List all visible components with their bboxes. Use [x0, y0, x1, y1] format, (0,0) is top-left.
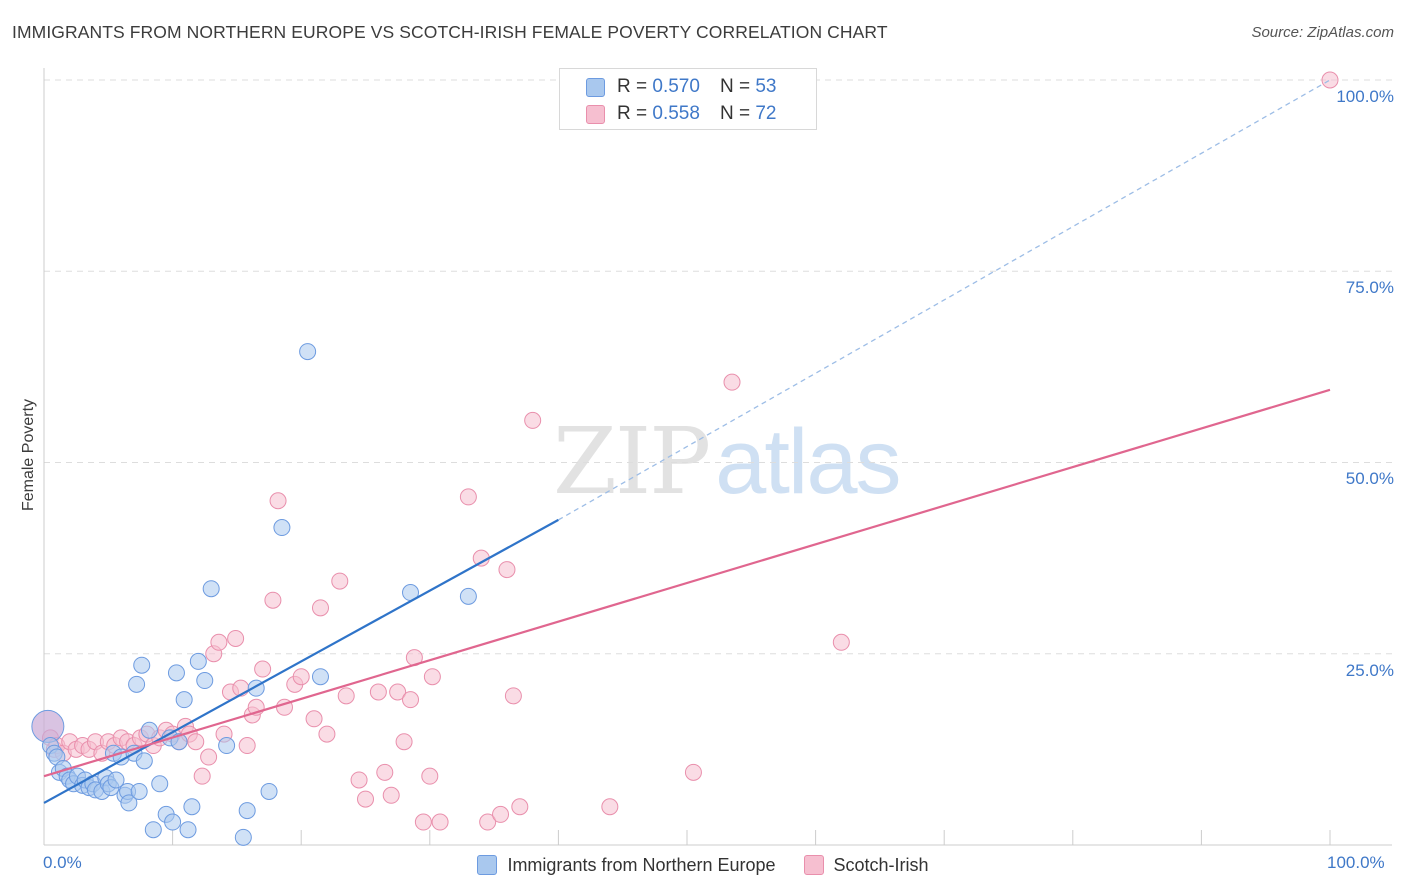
- legend-row-blue: R = 0.570 N = 53: [586, 74, 776, 100]
- y-tick-label-25: 25.0%: [1345, 661, 1394, 680]
- data-point-scotch-irish: [305, 710, 323, 728]
- legend-item-scotch-irish[interactable]: Scotch-Irish: [803, 854, 929, 876]
- data-point-scotch-irish: [492, 805, 510, 823]
- legend-n-label: N =: [719, 76, 751, 97]
- legend-r-label: R =: [617, 103, 648, 124]
- data-point-scotch-irish: [431, 813, 449, 831]
- data-point-northern-europe: [202, 580, 220, 598]
- legend-n-value: 53: [755, 76, 777, 97]
- data-point-scotch-irish: [254, 660, 272, 678]
- data-point-scotch-irish: [357, 790, 374, 808]
- data-point-northern-europe: [133, 656, 151, 674]
- trendline-northern-europe-extension: [558, 79, 1331, 521]
- trendline-northern-europe: [43, 518, 559, 804]
- source-credit: Source: ZipAtlas.com: [1251, 24, 1394, 41]
- data-point-northern-europe: [128, 675, 146, 693]
- data-point-scotch-irish: [498, 561, 516, 579]
- y-tick-label-75: 75.0%: [1345, 278, 1394, 297]
- data-point-scotch-irish: [350, 771, 368, 789]
- data-point-scotch-irish: [423, 668, 441, 686]
- data-point-northern-europe: [183, 798, 201, 816]
- data-point-scotch-irish: [504, 687, 522, 705]
- legend-n-value: 72: [755, 103, 777, 124]
- data-point-scotch-irish: [331, 572, 349, 590]
- legend-label-northern-europe: Immigrants from Northern Europe: [507, 854, 776, 875]
- data-point-northern-europe: [151, 775, 169, 793]
- data-point-scotch-irish: [210, 633, 228, 651]
- data-point-northern-europe: [196, 672, 214, 690]
- data-point-northern-europe: [179, 821, 197, 839]
- data-point-scotch-irish: [382, 786, 400, 804]
- data-point-northern-europe: [167, 664, 185, 682]
- data-point-northern-europe: [311, 668, 329, 686]
- legend-row-pink: R = 0.558 N = 72: [586, 101, 776, 127]
- data-point-scotch-irish: [269, 492, 287, 510]
- data-point-scotch-irish: [832, 633, 850, 651]
- data-point-scotch-irish: [395, 733, 413, 751]
- y-tick-label-50: 50.0%: [1345, 469, 1394, 488]
- data-point-northern-europe: [299, 343, 317, 361]
- data-point-northern-europe: [135, 752, 153, 770]
- y-tick-label-100: 100.0%: [1336, 87, 1394, 106]
- series-legend: Immigrants from Northern Europe Scotch-I…: [0, 852, 1406, 878]
- data-point-scotch-irish: [193, 767, 211, 785]
- x-tick-label-0: 0.0%: [43, 853, 82, 872]
- data-point-scotch-irish: [238, 737, 256, 755]
- chart-title: IMMIGRANTS FROM NORTHERN EUROPE VS SCOTC…: [12, 22, 888, 42]
- data-point-scotch-irish: [459, 488, 477, 506]
- data-point-northern-europe: [189, 652, 207, 670]
- legend-r-value: 0.558: [652, 103, 700, 124]
- data-point-scotch-irish: [723, 373, 741, 391]
- data-point-scotch-irish: [264, 591, 282, 609]
- watermark-zip: ZIP: [553, 408, 711, 515]
- data-point-scotch-irish: [524, 411, 542, 429]
- data-point-scotch-irish: [511, 798, 529, 816]
- data-point-scotch-irish: [1321, 71, 1339, 89]
- legend-item-northern-europe[interactable]: Immigrants from Northern Europe: [477, 854, 776, 876]
- x-tick-label-100: 100.0%: [1327, 853, 1385, 872]
- data-point-scotch-irish: [318, 725, 336, 743]
- data-point-scotch-irish: [187, 733, 205, 751]
- data-point-northern-europe: [140, 721, 158, 739]
- data-point-northern-europe: [175, 691, 193, 709]
- legend-swatch-blue: [477, 855, 498, 875]
- data-point-scotch-irish: [601, 798, 619, 816]
- legend-n-label: N =: [719, 103, 751, 124]
- data-point-scotch-irish: [389, 683, 407, 701]
- data-point-scotch-irish: [369, 683, 387, 701]
- trendline-scotch-irish: [43, 388, 1331, 778]
- legend-r-label: R =: [617, 76, 648, 97]
- data-point-scotch-irish: [292, 668, 310, 686]
- data-point-scotch-irish: [414, 813, 432, 831]
- data-point-northern-europe: [260, 782, 278, 800]
- legend-swatch-blue: [586, 77, 605, 97]
- data-point-scotch-irish: [337, 687, 355, 705]
- data-point-scotch-irish: [402, 691, 420, 709]
- data-point-northern-europe: [234, 828, 252, 846]
- data-point-northern-europe: [130, 782, 148, 800]
- data-point-scotch-irish: [479, 813, 497, 831]
- data-point-scotch-irish: [227, 629, 245, 647]
- data-point-northern-europe: [218, 737, 236, 755]
- legend-r-value: 0.570: [652, 76, 700, 97]
- data-point-northern-europe: [238, 802, 256, 820]
- data-point-northern-europe: [107, 771, 125, 789]
- data-point-northern-europe: [164, 813, 182, 831]
- data-point-scotch-irish: [200, 748, 218, 766]
- legend-label-scotch-irish: Scotch-Irish: [833, 854, 929, 875]
- data-point-northern-europe: [273, 519, 291, 537]
- data-point-scotch-irish: [684, 763, 702, 781]
- legend-swatch-pink: [803, 855, 824, 875]
- legend-swatch-pink: [586, 104, 605, 124]
- data-point-scotch-irish: [311, 599, 329, 617]
- data-point-scotch-irish: [376, 763, 394, 781]
- data-point-scotch-irish: [421, 767, 439, 785]
- data-point-northern-europe: [459, 587, 477, 605]
- correlation-legend: R = 0.570 N = 53 R = 0.558 N = 72: [559, 68, 817, 130]
- data-point-northern-europe: [144, 821, 162, 839]
- data-point-northern-europe: [120, 794, 138, 812]
